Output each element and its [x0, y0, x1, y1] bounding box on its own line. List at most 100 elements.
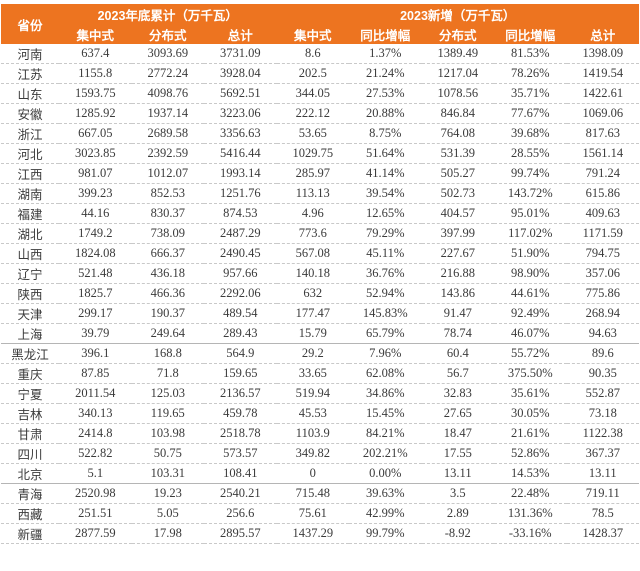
value-cell: 44.16 — [59, 203, 132, 225]
value-cell: 15.79 — [276, 323, 349, 345]
value-cell: 103.31 — [131, 463, 204, 485]
value-cell: 2877.59 — [59, 523, 132, 545]
col-header-sub-6: 分布式 — [421, 24, 494, 44]
table-row: 青海 2520.98 19.23 2540.21 715.48 39.63% 3.5 22.4… — [1, 483, 639, 505]
table-row: 吉林 340.13 119.65 459.78 45.53 15.45% 27.65 30.0… — [1, 403, 639, 425]
province-cell: 江苏 — [1, 63, 59, 85]
value-cell: 502.73 — [421, 183, 494, 205]
value-cell: 2540.21 — [204, 483, 277, 505]
value-cell: 14.53% — [494, 463, 567, 485]
table-row: 宁夏 2011.54 125.03 2136.57 519.94 34.86% 32.83 3… — [1, 383, 639, 405]
col-header-sub-8: 总计 — [566, 24, 639, 44]
col-header-province: 省份 — [1, 4, 59, 44]
value-cell: 531.39 — [421, 143, 494, 165]
value-cell: 256.6 — [204, 503, 277, 525]
value-cell: 95.01% — [494, 203, 567, 225]
value-cell: 573.57 — [204, 443, 277, 465]
value-cell: 522.82 — [59, 443, 132, 465]
value-cell: 35.61% — [494, 383, 567, 405]
value-cell: 30.05% — [494, 403, 567, 425]
table-row: 山东 1593.75 4098.76 5692.51 344.05 27.53% 1078.… — [1, 83, 639, 105]
value-cell: 60.4 — [421, 343, 494, 365]
province-cell: 陕西 — [1, 283, 59, 305]
value-cell: 489.54 — [204, 303, 277, 325]
value-cell: 2895.57 — [204, 523, 277, 545]
value-cell: 1012.07 — [131, 163, 204, 185]
value-cell: 1824.08 — [59, 243, 132, 265]
value-cell: 117.02% — [494, 223, 567, 245]
value-cell: 2136.57 — [204, 383, 277, 405]
table-row: 陕西 1825.7 466.36 2292.06 632 52.94% 143.86 44.6… — [1, 283, 639, 305]
value-cell: 2518.78 — [204, 423, 277, 445]
value-cell: -8.92 — [421, 523, 494, 545]
province-cell: 福建 — [1, 203, 59, 225]
value-cell: 36.76% — [349, 263, 422, 285]
province-cell: 安徽 — [1, 103, 59, 125]
value-cell: 5.1 — [59, 463, 132, 485]
value-cell: 852.53 — [131, 183, 204, 205]
value-cell: 99.74% — [494, 163, 567, 185]
value-cell: 56.7 — [421, 363, 494, 385]
province-cell: 江西 — [1, 163, 59, 185]
table-row: 江西 981.07 1012.07 1993.14 285.97 41.14% 505.27… — [1, 163, 639, 185]
value-cell: 2414.8 — [59, 423, 132, 445]
table-row: 北京 5.1 103.31 108.41 0 0.00% 13.11 14.53% 13.11 — [1, 463, 639, 485]
province-cell: 甘肃 — [1, 423, 59, 445]
value-cell: 52.94% — [349, 283, 422, 305]
value-cell: 77.67% — [494, 103, 567, 125]
value-cell: 81.53% — [494, 44, 567, 65]
value-cell: 666.37 — [131, 243, 204, 265]
table-row: 甘肃 2414.8 103.98 2518.78 1103.9 84.21% 18.47 21… — [1, 423, 639, 445]
value-cell: 19.23 — [131, 483, 204, 505]
value-cell: 44.61% — [494, 283, 567, 305]
province-cell: 吉林 — [1, 403, 59, 425]
province-cell: 宁夏 — [1, 383, 59, 405]
value-cell: 3023.85 — [59, 143, 132, 165]
value-cell: 981.07 — [59, 163, 132, 185]
header-group-row: 省份 2023年底累计（万千瓦） 2023新增（万千瓦） — [1, 4, 639, 44]
value-cell: 521.48 — [59, 263, 132, 285]
province-cell: 西藏 — [1, 503, 59, 525]
value-cell: 7.96% — [349, 343, 422, 365]
value-cell: 285.97 — [276, 163, 349, 185]
value-cell: 45.53 — [276, 403, 349, 425]
province-cell: 上海 — [1, 323, 59, 345]
value-cell: 0 — [276, 463, 349, 485]
value-cell: 73.18 — [566, 403, 639, 425]
value-cell: 143.72% — [494, 183, 567, 205]
value-cell: 99.79% — [349, 523, 422, 545]
value-cell: 28.55% — [494, 143, 567, 165]
value-cell: 35.71% — [494, 83, 567, 105]
value-cell: 84.21% — [349, 423, 422, 445]
value-cell: 397.99 — [421, 223, 494, 245]
table-row: 福建 44.16 830.37 874.53 4.96 12.65% 404.57 95.01… — [1, 203, 639, 225]
value-cell: 5.05 — [131, 503, 204, 525]
value-cell: 564.9 — [204, 343, 277, 365]
value-cell: 27.53% — [349, 83, 422, 105]
value-cell: 2487.29 — [204, 223, 277, 245]
province-cell: 青海 — [1, 483, 59, 505]
value-cell: 17.55 — [421, 443, 494, 465]
col-header-sub-3: 总计 — [204, 24, 277, 44]
value-cell: 957.66 — [204, 263, 277, 285]
province-cell: 北京 — [1, 463, 59, 485]
value-cell: 764.08 — [421, 123, 494, 145]
value-cell: 615.86 — [566, 183, 639, 205]
col-header-sub-1: 集中式 — [59, 24, 132, 44]
value-cell: 1937.14 — [131, 103, 204, 125]
value-cell: 1171.59 — [566, 223, 639, 245]
value-cell: 75.61 — [276, 503, 349, 525]
col-group-new-2023: 2023新增（万千瓦） — [276, 4, 639, 24]
value-cell: 12.65% — [349, 203, 422, 225]
value-cell: 13.11 — [421, 463, 494, 485]
province-cell: 河北 — [1, 143, 59, 165]
value-cell: 0.00% — [349, 463, 422, 485]
province-cell: 河南 — [1, 44, 59, 65]
value-cell: 50.75 — [131, 443, 204, 465]
value-cell: 3356.63 — [204, 123, 277, 145]
value-cell: 2490.45 — [204, 243, 277, 265]
table-row: 安徽 1285.92 1937.14 3223.06 222.12 20.88% 846.8… — [1, 103, 639, 125]
value-cell: 92.49% — [494, 303, 567, 325]
value-cell: 268.94 — [566, 303, 639, 325]
